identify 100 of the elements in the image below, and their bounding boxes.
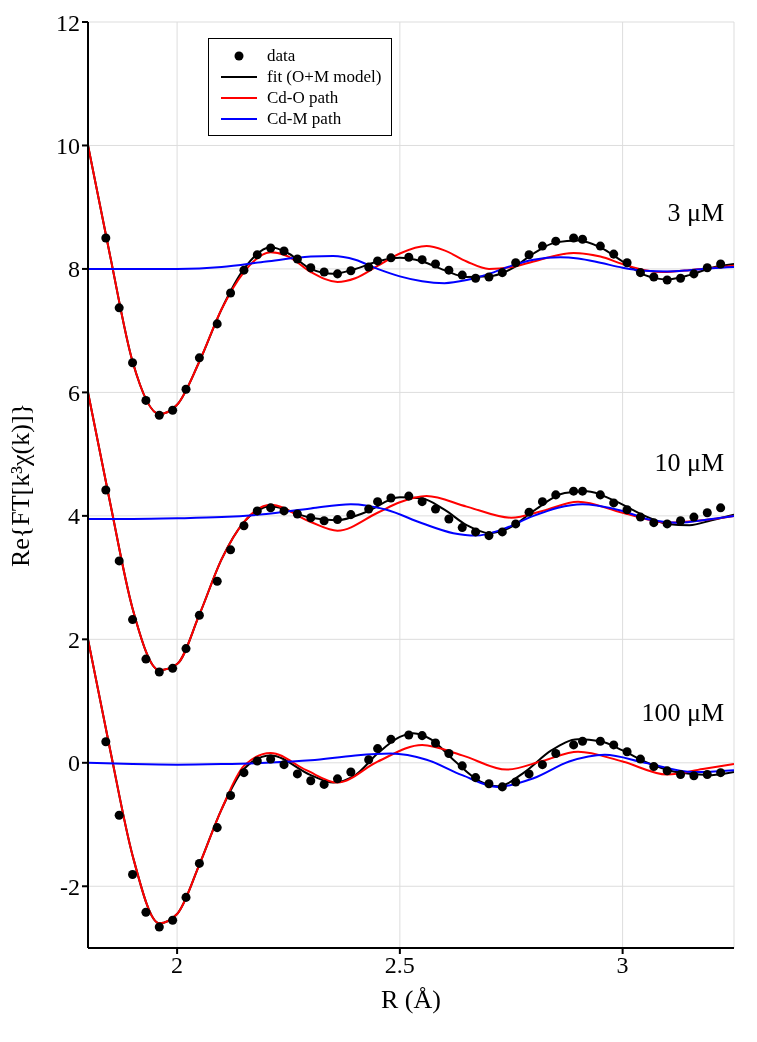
point [511, 258, 521, 268]
point [292, 769, 302, 779]
point [346, 767, 356, 777]
point [141, 395, 151, 405]
y-tick-label: 0 [68, 750, 80, 777]
point [279, 506, 289, 516]
point [332, 515, 342, 525]
point [181, 384, 191, 394]
point [364, 262, 374, 272]
point [114, 556, 124, 566]
point [595, 241, 605, 251]
point [386, 493, 396, 503]
point [292, 509, 302, 519]
point [569, 486, 579, 496]
point [181, 892, 191, 902]
point [194, 858, 204, 868]
point [569, 233, 579, 243]
point [279, 246, 289, 256]
point [569, 740, 579, 750]
point [635, 512, 645, 522]
point [252, 506, 262, 516]
point [239, 768, 249, 778]
point [346, 510, 356, 520]
point [252, 250, 262, 260]
point [266, 754, 276, 764]
point [676, 273, 686, 283]
y-axis-title: Re{FT[k³χ(k)]} [6, 402, 36, 568]
y-tick-label: 10 [56, 132, 80, 159]
point [212, 319, 222, 329]
legend-label: Cd-O path [267, 87, 339, 108]
point [114, 303, 124, 313]
point [252, 756, 262, 766]
point [484, 272, 494, 282]
x-tick-label: 2 [171, 952, 184, 979]
point [319, 267, 329, 277]
point [386, 734, 396, 744]
point [511, 777, 521, 787]
point [101, 737, 111, 747]
point [239, 521, 249, 531]
point [404, 730, 414, 740]
point [101, 485, 111, 495]
point [622, 747, 632, 757]
line-series [88, 503, 734, 537]
point [595, 736, 605, 746]
legend-label: data [267, 45, 296, 66]
point [551, 749, 561, 759]
point [444, 514, 454, 524]
point [471, 773, 481, 783]
point [537, 241, 547, 251]
point [578, 736, 588, 746]
point [649, 272, 659, 282]
point [404, 252, 414, 262]
point [386, 253, 396, 263]
y-tick-label: 2 [68, 626, 80, 653]
point [168, 915, 178, 925]
point [306, 263, 316, 273]
point [635, 754, 645, 764]
point [212, 576, 222, 586]
point [239, 265, 249, 275]
x-tick-label: 2.5 [384, 952, 415, 979]
point [457, 761, 467, 771]
point [194, 610, 204, 620]
point [484, 531, 494, 541]
point [168, 663, 178, 673]
point [484, 779, 494, 789]
y-tick-label: 4 [68, 503, 80, 530]
point [551, 490, 561, 500]
point [346, 266, 356, 276]
point [457, 523, 467, 533]
point [689, 269, 699, 279]
point [373, 497, 383, 507]
point [128, 615, 138, 625]
point [537, 760, 547, 770]
point [649, 762, 659, 772]
point [141, 654, 151, 664]
point [332, 774, 342, 784]
point [497, 527, 507, 537]
point [716, 503, 726, 513]
point [702, 508, 712, 518]
point [444, 265, 454, 275]
point [101, 233, 111, 243]
point [662, 766, 672, 776]
point [306, 513, 316, 523]
point [417, 731, 427, 741]
point [404, 491, 414, 501]
point [578, 486, 588, 496]
point [417, 255, 427, 265]
point [622, 505, 632, 515]
point [609, 249, 619, 259]
legend-label: fit (O+M model) [267, 66, 382, 87]
point [154, 667, 164, 677]
point [430, 738, 441, 748]
point [595, 490, 605, 500]
point [716, 768, 726, 778]
annotation: 10 μM [654, 448, 724, 478]
x-tick-label: 3 [616, 952, 629, 979]
point [635, 268, 645, 278]
point [266, 243, 276, 253]
point [373, 744, 383, 754]
point [141, 907, 151, 917]
